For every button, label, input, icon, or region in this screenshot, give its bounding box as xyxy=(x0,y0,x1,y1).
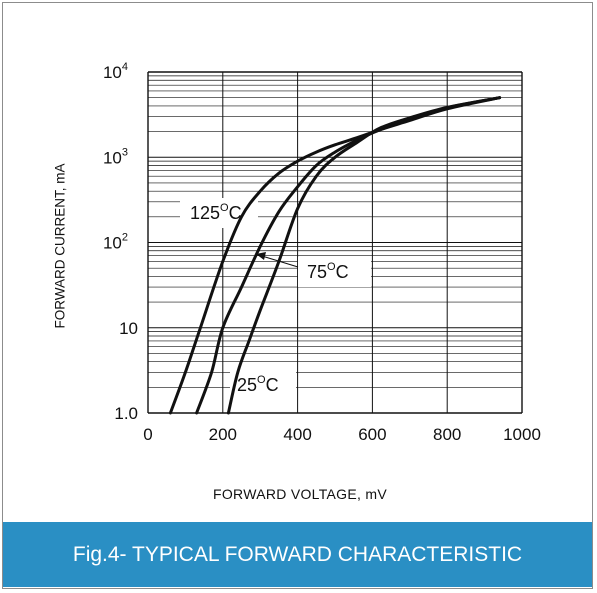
y-tick-label: 104 xyxy=(103,61,128,82)
annotation-label: 75OC xyxy=(307,261,349,282)
series-line-2 xyxy=(226,96,502,415)
x-tick-label: 1000 xyxy=(503,425,541,444)
annotation-background xyxy=(230,370,296,400)
y-tick-labels: 104 103 102 10 1.0 xyxy=(103,61,138,423)
annotation-background xyxy=(298,257,371,287)
x-tick-label: 0 xyxy=(143,425,152,444)
annotation-label: 125OC xyxy=(190,202,242,223)
annotation-label: 25OC xyxy=(237,374,279,395)
y-tick-label: 102 xyxy=(103,232,128,253)
x-tick-label: 400 xyxy=(283,425,311,444)
annotation-arrow-line xyxy=(261,255,299,268)
y-tick-label: 103 xyxy=(103,146,128,167)
x-tick-label: 800 xyxy=(433,425,461,444)
curve-annotations: 125OC 75OC 25OC xyxy=(190,202,349,395)
x-tick-labels: 0 200 400 600 800 1000 xyxy=(143,425,541,444)
chart-grid xyxy=(147,71,523,414)
y-tick-label: 10 xyxy=(119,319,138,338)
figure-caption: Fig.4- TYPICAL FORWARD CHARACTERISTIC xyxy=(3,522,592,587)
x-tick-label: 600 xyxy=(358,425,386,444)
series-line-1 xyxy=(195,96,502,415)
x-tick-label: 200 xyxy=(209,425,237,444)
annotation-arrow-head xyxy=(256,252,266,260)
chart-curves xyxy=(168,96,502,415)
y-axis-label: FORWARD CURRENT, mA xyxy=(52,163,68,329)
series-line-0 xyxy=(168,96,502,415)
x-axis-label: FORWARD VOLTAGE, mV xyxy=(213,486,387,502)
y-tick-label: 1.0 xyxy=(114,404,138,423)
